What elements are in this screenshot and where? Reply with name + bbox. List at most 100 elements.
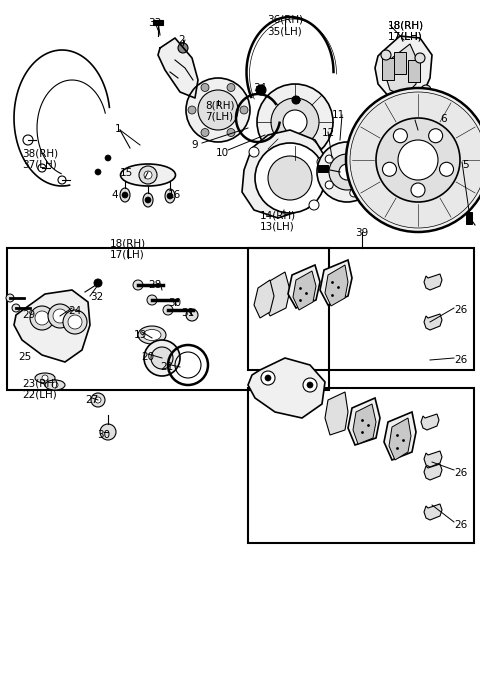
Circle shape	[100, 424, 116, 440]
Text: 30: 30	[168, 298, 181, 308]
Circle shape	[307, 382, 313, 388]
Text: 2: 2	[179, 35, 185, 45]
Bar	[153, 20, 163, 25]
Circle shape	[167, 193, 173, 199]
Text: 32: 32	[90, 292, 103, 302]
Text: 1: 1	[115, 124, 121, 134]
Text: 26: 26	[454, 520, 467, 530]
Circle shape	[42, 375, 48, 381]
Text: 3: 3	[293, 96, 300, 106]
Circle shape	[268, 156, 312, 200]
Text: 5: 5	[462, 160, 468, 170]
Text: 33: 33	[148, 18, 162, 28]
Bar	[382, 58, 394, 80]
Circle shape	[151, 347, 173, 369]
Text: 38(RH)
37(LH): 38(RH) 37(LH)	[22, 148, 58, 170]
Text: 28: 28	[148, 280, 162, 290]
Circle shape	[398, 140, 438, 180]
Text: 10: 10	[216, 148, 228, 158]
Circle shape	[201, 83, 209, 92]
Polygon shape	[421, 414, 439, 430]
Circle shape	[145, 197, 151, 203]
Circle shape	[440, 162, 454, 176]
Polygon shape	[242, 130, 328, 218]
Circle shape	[105, 155, 111, 161]
Circle shape	[227, 83, 235, 92]
Circle shape	[48, 304, 72, 328]
Text: 9: 9	[192, 140, 198, 150]
Circle shape	[415, 53, 425, 63]
Bar	[408, 60, 420, 82]
Circle shape	[303, 378, 317, 392]
Circle shape	[178, 43, 188, 53]
Circle shape	[317, 142, 377, 202]
Text: 16: 16	[168, 190, 181, 200]
Circle shape	[365, 168, 373, 176]
Text: 30: 30	[97, 430, 110, 440]
Text: 15: 15	[120, 168, 133, 178]
Bar	[394, 52, 406, 74]
Polygon shape	[320, 260, 352, 305]
Text: 18(RH)
17(LH): 18(RH) 17(LH)	[388, 20, 424, 42]
Circle shape	[383, 162, 396, 176]
Circle shape	[163, 305, 173, 315]
Circle shape	[257, 84, 333, 160]
Polygon shape	[158, 38, 198, 98]
Circle shape	[6, 294, 14, 302]
Circle shape	[376, 118, 460, 202]
Circle shape	[309, 200, 319, 210]
Circle shape	[147, 295, 157, 305]
Circle shape	[68, 315, 82, 329]
Text: 31: 31	[181, 308, 194, 318]
Circle shape	[12, 304, 20, 312]
Circle shape	[350, 92, 480, 228]
Text: 18(RH)
17(LH): 18(RH) 17(LH)	[110, 238, 146, 260]
Circle shape	[350, 147, 358, 155]
Text: 39: 39	[355, 228, 369, 238]
Circle shape	[52, 382, 58, 388]
Circle shape	[411, 183, 425, 197]
Circle shape	[325, 155, 333, 163]
Circle shape	[255, 143, 325, 213]
Text: 6: 6	[440, 114, 446, 124]
Circle shape	[144, 171, 152, 179]
Circle shape	[265, 375, 271, 381]
Text: 26: 26	[454, 355, 467, 365]
Text: 18(RH)
17(LH): 18(RH) 17(LH)	[388, 20, 424, 42]
Circle shape	[139, 166, 157, 184]
Bar	[248, 248, 474, 370]
Ellipse shape	[35, 373, 55, 383]
Circle shape	[256, 85, 266, 95]
Circle shape	[317, 157, 327, 167]
Circle shape	[381, 50, 391, 60]
Ellipse shape	[138, 326, 166, 344]
Bar	[466, 212, 472, 224]
Circle shape	[133, 280, 143, 290]
Circle shape	[122, 192, 128, 198]
Polygon shape	[424, 451, 442, 467]
Text: 26: 26	[454, 468, 467, 478]
Polygon shape	[353, 404, 376, 444]
Circle shape	[240, 106, 248, 114]
Text: 23(RH)
22(LH): 23(RH) 22(LH)	[22, 378, 58, 400]
Circle shape	[346, 88, 480, 232]
Polygon shape	[424, 464, 442, 480]
Polygon shape	[385, 44, 418, 96]
Polygon shape	[293, 271, 316, 310]
Circle shape	[144, 340, 180, 376]
Circle shape	[94, 279, 102, 287]
Bar	[7, 248, 329, 390]
Polygon shape	[424, 274, 442, 290]
Circle shape	[35, 311, 49, 325]
Circle shape	[394, 129, 408, 143]
Ellipse shape	[120, 164, 176, 186]
Circle shape	[329, 154, 365, 190]
Text: 25: 25	[18, 352, 31, 362]
Circle shape	[95, 397, 101, 403]
Circle shape	[325, 181, 333, 189]
Circle shape	[271, 98, 319, 146]
Circle shape	[339, 164, 355, 180]
Polygon shape	[14, 290, 90, 362]
Ellipse shape	[165, 189, 175, 203]
Polygon shape	[384, 412, 416, 460]
